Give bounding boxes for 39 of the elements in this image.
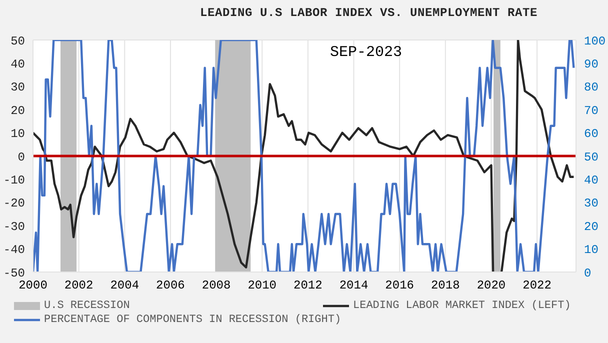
y2-tick-label: 40	[584, 173, 598, 188]
y2-tick-label: 90	[584, 57, 598, 72]
x-tick-label: 2000	[18, 278, 48, 293]
x-tick-label: 2008	[202, 278, 231, 293]
y-tick-label: -20	[3, 196, 25, 211]
x-tick-label: 2014	[339, 278, 368, 293]
x-tick-label: 2016	[385, 278, 414, 293]
y-tick-label: 50	[10, 34, 25, 48]
y-tick-label: 40	[10, 57, 25, 72]
legend-label: U.S RECESSION	[44, 300, 130, 312]
y-tick-label: -30	[3, 220, 25, 234]
y-tick-label: 20	[10, 104, 25, 118]
x-tick-label: 2010	[248, 278, 277, 293]
chart-title: LEADING U.S LABOR INDEX VS. UNEMPLOYMENT RATE	[199, 5, 539, 22]
y-tick-label: -10	[3, 173, 25, 188]
x-tick-label: 2020	[476, 278, 506, 293]
x-tick-label: 2002	[64, 278, 94, 293]
x-tick-label: 2006	[156, 278, 185, 293]
y2-tick-label: 60	[584, 127, 598, 142]
y-tick-label: 30	[10, 80, 25, 95]
y2-tick-label: 0	[584, 266, 592, 280]
y2-tick-label: 50	[584, 150, 598, 164]
legend-label: LEADING LABOR MARKET INDEX (LEFT)	[353, 300, 571, 312]
x-tick-label: 2004	[110, 278, 140, 293]
y2-tick-label: 70	[584, 104, 598, 118]
y2-tick-label: 30	[584, 196, 598, 211]
y2-tick-label: 10	[584, 243, 598, 258]
x-tick-label: 2018	[431, 278, 460, 293]
y-tick-label: -50	[3, 266, 25, 280]
annotation: SEP-2023	[330, 44, 402, 61]
x-tick-label: 2022	[522, 278, 552, 293]
y2-tick-label: 80	[584, 80, 598, 95]
y-tick-label: 10	[10, 127, 25, 142]
y-tick-label: -40	[3, 243, 25, 258]
legend-label: PERCENTAGE OF COMPONENTS IN RECESSION (RIGHT)	[44, 314, 342, 326]
y2-tick-label: 20	[584, 220, 598, 234]
y-tick-label: 0	[18, 150, 25, 164]
y2-tick-label: 100	[584, 34, 606, 48]
x-tick-label: 2012	[294, 278, 322, 293]
